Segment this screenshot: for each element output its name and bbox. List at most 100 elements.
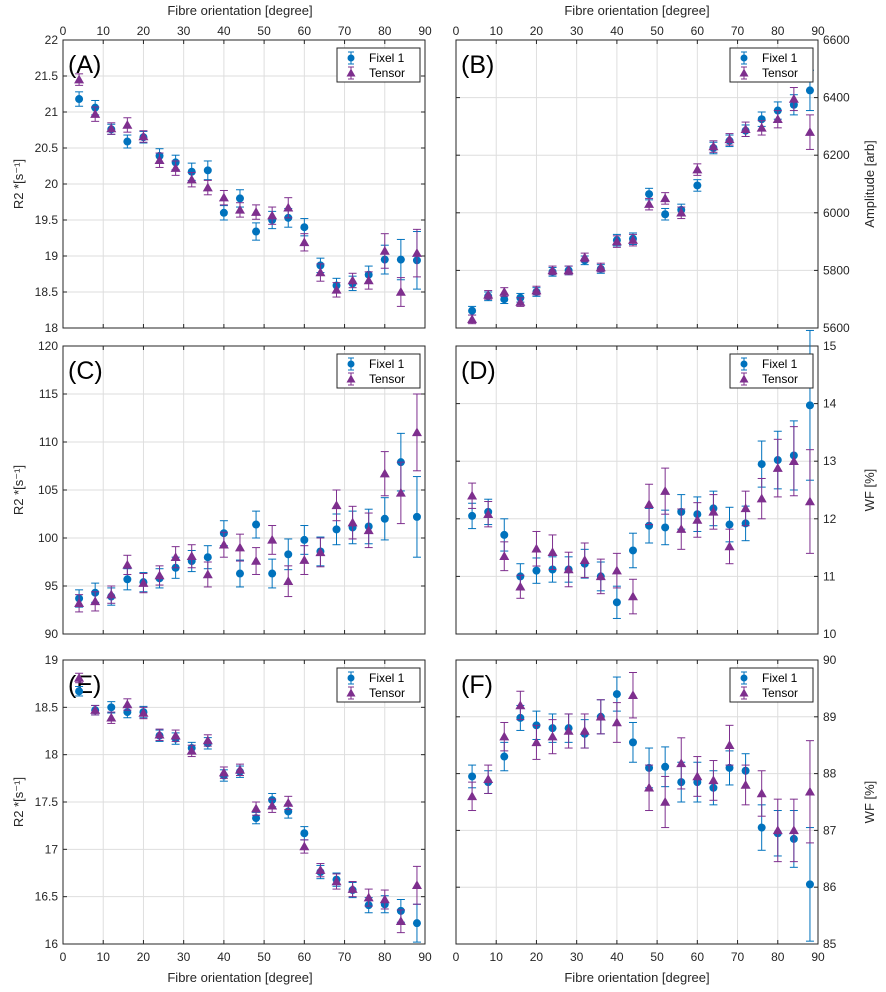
- x-tick-label: 10: [490, 24, 504, 38]
- data-point: [805, 401, 814, 410]
- y-tick-label: 20.5: [35, 141, 59, 155]
- x-tick-label: 50: [257, 24, 271, 38]
- data-point: [299, 555, 310, 564]
- data-point: [379, 894, 390, 904]
- x-tick-label: 70: [338, 950, 352, 964]
- x-tick-label: 30: [570, 950, 584, 964]
- data-point: [563, 265, 574, 275]
- x-tick-label: 60: [691, 24, 705, 38]
- data-point: [154, 155, 165, 164]
- data-point: [595, 262, 606, 272]
- y-tick-label: 18: [45, 748, 59, 762]
- y-tick-label: 12: [823, 512, 837, 526]
- x-tick-label: 20: [137, 950, 151, 964]
- data-point: [411, 880, 422, 890]
- data-point: [692, 164, 703, 174]
- data-point: [627, 235, 638, 244]
- data-point: [611, 236, 622, 246]
- data-point: [579, 726, 590, 735]
- data-point: [772, 114, 783, 123]
- data-point: [138, 708, 149, 717]
- data-point: [332, 525, 341, 534]
- data-point: [724, 740, 735, 749]
- y-tick-label: 15: [823, 339, 837, 353]
- data-point: [725, 520, 734, 529]
- data-point: [379, 245, 390, 255]
- data-point: [467, 314, 478, 324]
- data-point: [531, 285, 542, 295]
- data-point: [661, 523, 670, 532]
- y-tick-label: 5800: [823, 263, 850, 277]
- data-point: [90, 705, 101, 714]
- data-point: [203, 166, 212, 175]
- data-point: [251, 556, 262, 565]
- data-point: [170, 163, 181, 172]
- data-point: [531, 543, 542, 553]
- data-point: [251, 207, 262, 216]
- y-axis-label: WF [%]: [862, 781, 877, 824]
- data-point: [122, 559, 133, 569]
- data-point: [660, 486, 671, 495]
- legend-label: Tensor: [369, 372, 405, 386]
- y-tick-label: 18.5: [35, 285, 59, 299]
- data-point: [756, 788, 767, 798]
- y-tick-label: 90: [45, 627, 59, 641]
- data-point: [267, 800, 278, 810]
- legend-marker-tensor: [346, 374, 356, 383]
- data-point: [468, 306, 477, 315]
- data-point: [379, 468, 390, 478]
- data-point: [645, 190, 654, 199]
- data-point: [315, 547, 326, 557]
- y-tick-label: 95: [45, 579, 59, 593]
- x-tick-label: 0: [60, 24, 67, 38]
- y-tick-label: 6000: [823, 206, 850, 220]
- data-point: [676, 758, 687, 768]
- y-axis-label: Amplitude [arb]: [862, 140, 877, 227]
- data-point: [234, 204, 245, 214]
- y-tick-label: 110: [39, 435, 58, 449]
- data-point: [612, 598, 621, 607]
- panel-label: (C): [68, 357, 103, 385]
- data-point: [90, 596, 101, 606]
- data-point: [106, 589, 117, 599]
- data-point: [468, 772, 477, 781]
- data-point: [299, 841, 310, 851]
- y-tick-label: 89: [823, 710, 837, 724]
- y-tick-label: 87: [823, 823, 837, 837]
- legend-marker-fixel: [740, 674, 748, 682]
- y-tick-label: 18: [45, 321, 59, 335]
- y-tick-label: 105: [38, 483, 58, 497]
- x-tick-label: 50: [650, 24, 664, 38]
- x-tick-label: 70: [731, 24, 745, 38]
- panel-label: (B): [461, 51, 494, 79]
- data-point: [595, 711, 606, 721]
- y-tick-label: 115: [39, 387, 58, 401]
- data-point: [347, 517, 358, 527]
- legend-marker-tensor: [739, 374, 749, 383]
- data-point: [467, 791, 478, 801]
- data-point: [380, 514, 389, 523]
- data-point: [395, 916, 406, 926]
- x-tick-label: 60: [691, 950, 705, 964]
- data-point: [547, 265, 558, 275]
- legend-label: Tensor: [369, 66, 405, 80]
- data-point: [331, 500, 342, 510]
- y-tick-label: 90: [823, 653, 837, 667]
- data-point: [284, 550, 293, 559]
- data-point: [532, 566, 541, 575]
- data-point: [756, 493, 767, 503]
- y-tick-label: 100: [38, 531, 58, 545]
- legend-label: Tensor: [369, 686, 405, 700]
- data-point: [106, 123, 117, 133]
- data-point: [331, 284, 342, 294]
- legend-label: Fixel 1: [369, 51, 405, 65]
- data-point: [122, 119, 133, 129]
- legend-label: Fixel 1: [762, 671, 798, 685]
- y-tick-label: 10: [823, 627, 837, 641]
- data-point: [300, 829, 309, 838]
- x-tick-label: 60: [298, 24, 312, 38]
